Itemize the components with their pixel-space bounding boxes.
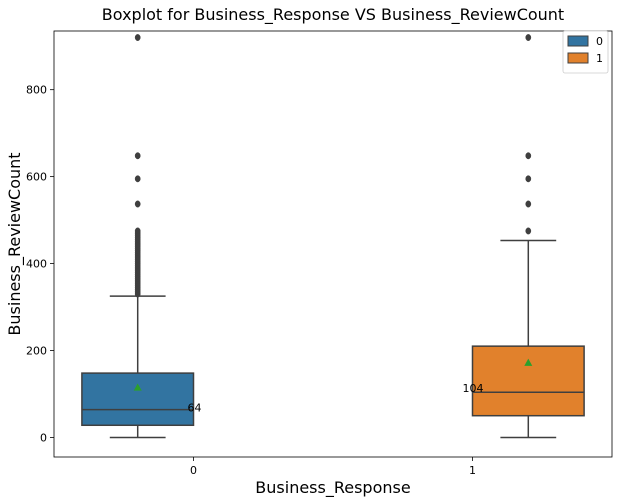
box-group <box>81 34 585 439</box>
outlier-point <box>525 200 532 208</box>
outlier-point <box>525 175 532 183</box>
box-series-0 <box>81 34 195 439</box>
legend: 01 <box>562 30 609 74</box>
outlier-point <box>134 227 141 235</box>
y-tick-label: 0 <box>40 431 47 444</box>
x-axis-label: Business_Response <box>255 478 410 498</box>
y-axis: 0 200 400 600 800 <box>26 84 54 444</box>
x-tick-label: 1 <box>469 464 476 477</box>
outlier-point <box>525 34 532 41</box>
chart-title: Boxplot for Business_Response VS Busines… <box>102 5 564 25</box>
legend-label: 0 <box>596 35 603 48</box>
y-tick-label: 200 <box>26 345 47 358</box>
median-annotation: 64 <box>188 402 202 415</box>
outlier-point <box>134 175 141 183</box>
outlier-point <box>134 200 141 208</box>
plot-area <box>53 30 613 458</box>
y-axis-label: Business_ReviewCount <box>5 152 25 335</box>
y-tick-label: 600 <box>26 171 47 184</box>
y-tick-label: 400 <box>26 258 47 271</box>
mean-marker <box>524 358 533 366</box>
box-series-1 <box>471 34 585 439</box>
outlier-point <box>525 227 532 235</box>
median-annotation: 104 <box>463 382 484 395</box>
y-tick-label: 800 <box>26 84 47 97</box>
legend-label: 1 <box>596 52 603 65</box>
box-iqr <box>471 345 585 417</box>
outlier-point <box>525 152 532 160</box>
legend-swatch <box>567 35 589 47</box>
mean-marker <box>133 383 142 391</box>
annotation-group: 64 104 <box>188 382 484 414</box>
legend-swatch <box>567 52 589 64</box>
outlier-point <box>134 34 141 41</box>
outlier-point <box>134 152 141 160</box>
x-tick-label: 0 <box>190 464 197 477</box>
box-iqr <box>81 372 195 427</box>
